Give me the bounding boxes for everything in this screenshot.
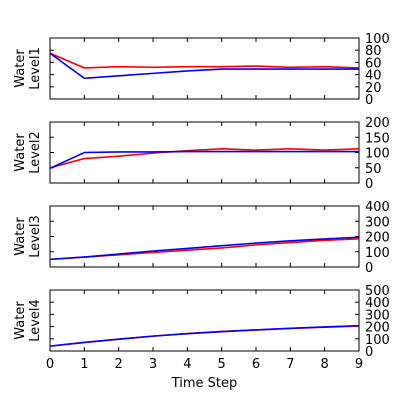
y-axis-label: WaterLevel1: [13, 47, 43, 90]
x-tick-label: 3: [149, 357, 157, 372]
y-tick-label: 200: [365, 321, 390, 336]
panel-frame: [49, 205, 360, 268]
series-line-1: [49, 148, 360, 169]
series-line-2: [49, 324, 360, 347]
y-tick-label: 200: [365, 116, 390, 131]
y-tick-label: 80: [365, 44, 382, 59]
y-tick-label: 0: [365, 345, 373, 360]
x-tick-label: 8: [321, 357, 329, 372]
y-tick-label: 400: [365, 296, 390, 311]
y-tick-label: 200: [365, 231, 390, 246]
y-tick-label: 100: [365, 333, 390, 348]
x-tick-label: 6: [252, 357, 260, 372]
x-axis-label: Time Step: [171, 376, 238, 391]
y-axis-label-line: Water: [13, 301, 28, 340]
y-tick-label: 0: [365, 261, 373, 276]
y-tick-label: 500: [365, 284, 390, 299]
y-tick-label: 300: [365, 215, 390, 230]
x-tick-label: 0: [46, 357, 54, 372]
y-axis-label-line: Water: [13, 217, 28, 256]
x-tick-label: 4: [183, 357, 191, 372]
y-axis-label-line: Level1: [28, 47, 43, 90]
y-axis-label: WaterLevel2: [13, 131, 43, 174]
series-line-2: [49, 52, 359, 80]
y-axis-label-line: Level4: [28, 299, 43, 342]
series-line-2: [49, 150, 359, 170]
y-axis-label: WaterLevel3: [13, 215, 43, 258]
y-tick-label: 0: [365, 177, 373, 192]
x-tick-label: 9: [355, 357, 363, 372]
series-line-2: [49, 236, 360, 261]
y-tick-label: 100: [365, 147, 390, 162]
y-tick-label: 400: [365, 200, 390, 215]
x-tick-label: 2: [115, 357, 123, 372]
y-axis-label-line: Water: [13, 49, 28, 88]
y-tick-label: 40: [365, 69, 382, 84]
x-tick-label: 5: [218, 357, 226, 372]
y-tick-label: 60: [365, 56, 382, 71]
series-line-1: [49, 325, 360, 347]
y-axis-label: WaterLevel4: [13, 299, 43, 342]
y-tick-label: 100: [365, 246, 390, 261]
panel-frame: [49, 289, 360, 352]
y-axis-label-line: Water: [13, 133, 28, 172]
y-tick-label: 150: [365, 131, 390, 146]
y-tick-label: 100: [365, 32, 390, 47]
x-tick-label: 1: [80, 357, 88, 372]
y-tick-label: 20: [365, 81, 382, 96]
x-tick-label: 7: [286, 357, 294, 372]
y-axis-label-line: Level2: [28, 131, 43, 174]
series-line-1: [49, 52, 360, 69]
y-axis-label-line: Level3: [28, 215, 43, 258]
y-tick-label: 0: [365, 93, 373, 108]
y-tick-label: 300: [365, 308, 390, 323]
y-tick-label: 50: [365, 162, 382, 177]
